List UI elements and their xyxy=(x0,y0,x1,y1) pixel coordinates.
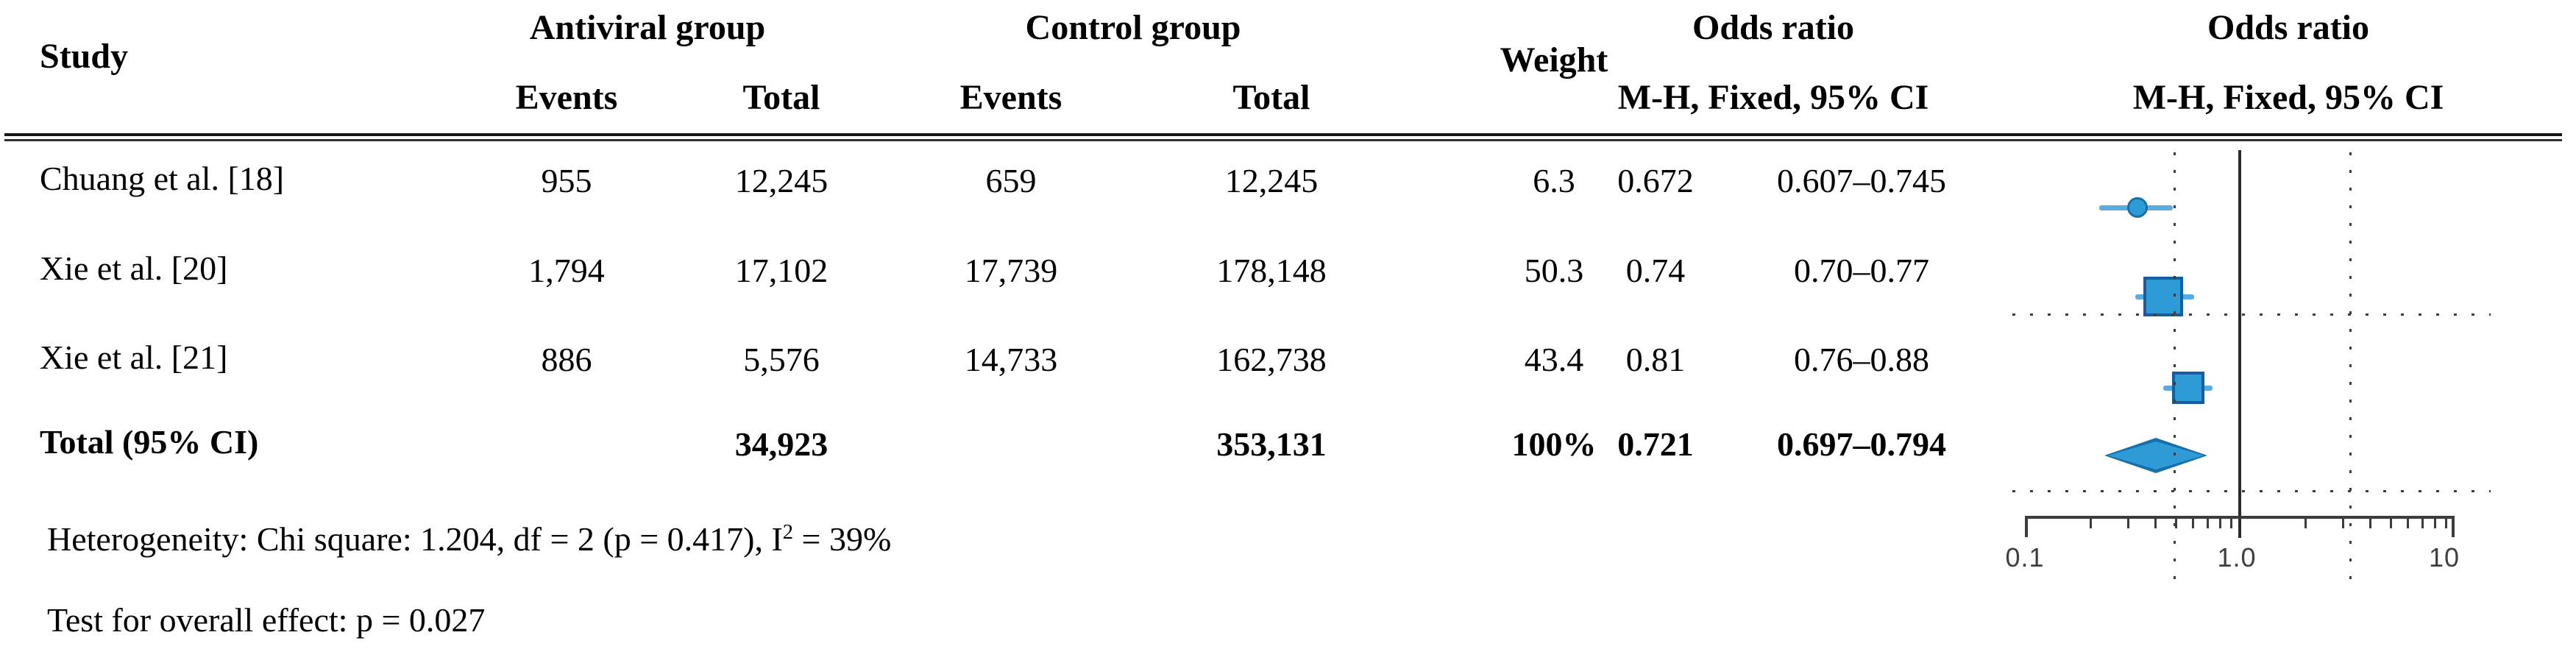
total-ci-range: 0.697–0.794 xyxy=(1777,425,1946,463)
odds-ratio-header-plot: Odds ratio xyxy=(2207,8,2370,47)
total-odds-ratio: 0.721 xyxy=(1617,425,1694,463)
pooled-diamond xyxy=(2104,438,2207,473)
study-name: Chuang et al. [18] xyxy=(40,160,285,197)
ci-range-value: 0.70–0.77 xyxy=(1794,252,1929,289)
axis-minor-tick xyxy=(2207,516,2209,528)
axis-minor-tick xyxy=(2154,516,2157,528)
mh-fixed-header-plot: M-H, Fixed, 95% CI xyxy=(2132,78,2444,117)
antiviral-total: 5,576 xyxy=(743,341,820,378)
control-total: 178,148 xyxy=(1216,252,1327,289)
header-rule-top xyxy=(4,133,2562,136)
control-events: 17,739 xyxy=(964,252,1058,289)
overall-effect-note: Test for overall effect: p = 0.027 xyxy=(47,601,486,639)
dotted-separator-lower xyxy=(2012,490,2491,492)
axis-minor-tick xyxy=(2090,516,2092,528)
weight-column-header: Weight xyxy=(1500,40,1608,79)
antiviral-group-header: Antiviral group xyxy=(529,8,766,47)
axis-minor-tick xyxy=(2421,516,2424,528)
study-column-header: Study xyxy=(40,37,129,76)
odds-ratio-value: 0.672 xyxy=(1617,162,1694,199)
odds-ratio-header-values: Odds ratio xyxy=(1692,8,1855,47)
antiviral-events-subheader: Events xyxy=(515,78,618,117)
antiviral-total: 17,102 xyxy=(734,252,828,289)
study-name: Xie et al. [21] xyxy=(40,338,228,376)
x-axis-line xyxy=(2025,516,2455,519)
weight-value: 50.3 xyxy=(1524,252,1584,289)
effect-marker-xie-21 xyxy=(2172,372,2204,404)
axis-minor-tick xyxy=(2192,516,2194,528)
dotted-refline-left xyxy=(2174,152,2176,589)
no-effect-line xyxy=(2238,150,2241,538)
total-control-n: 353,131 xyxy=(1216,425,1327,463)
total-label: Total (95% CI) xyxy=(40,423,259,461)
axis-tick-label-10: 10 xyxy=(2428,542,2460,572)
dotted-separator-upper xyxy=(2012,313,2491,316)
dotted-refline-right xyxy=(2349,152,2352,589)
odds-ratio-value: 0.81 xyxy=(1625,341,1686,378)
heterogeneity-note: Heterogeneity: Chi square: 1.204, df = 2… xyxy=(47,520,892,559)
ci-range-value: 0.76–0.88 xyxy=(1794,341,1929,378)
axis-minor-tick xyxy=(2445,516,2447,528)
antiviral-events: 955 xyxy=(541,162,592,199)
axis-minor-tick xyxy=(2342,516,2344,528)
axis-minor-tick xyxy=(2390,516,2392,528)
total-weight: 100% xyxy=(1511,425,1597,463)
ci-range-value: 0.607–0.745 xyxy=(1777,162,1946,199)
control-events-subheader: Events xyxy=(959,78,1062,117)
weight-value: 43.4 xyxy=(1524,341,1584,378)
antiviral-events: 886 xyxy=(541,341,592,378)
control-total: 12,245 xyxy=(1224,162,1319,199)
mh-fixed-header-values: M-H, Fixed, 95% CI xyxy=(1617,78,1929,117)
control-total-subheader: Total xyxy=(1232,78,1310,117)
antiviral-events: 1,794 xyxy=(528,252,605,289)
axis-end-tick-right xyxy=(2452,516,2455,537)
axis-minor-tick xyxy=(2175,516,2177,528)
study-name: Xie et al. [20] xyxy=(40,249,228,287)
control-group-header: Control group xyxy=(1025,8,1241,47)
axis-minor-tick xyxy=(2407,516,2409,528)
axis-end-tick-left xyxy=(2025,516,2028,537)
antiviral-total-subheader: Total xyxy=(742,78,820,117)
axis-minor-tick xyxy=(2230,516,2232,528)
axis-tick-label-0-1: 0.1 xyxy=(2005,542,2045,572)
effect-marker-chuang-18 xyxy=(2127,197,2148,218)
control-events: 14,733 xyxy=(964,341,1058,378)
total-antiviral-n: 34,923 xyxy=(734,425,828,463)
axis-minor-tick xyxy=(2369,516,2371,528)
antiviral-total: 12,245 xyxy=(734,162,828,199)
pooled-diamond-fill xyxy=(2108,442,2204,469)
control-events: 659 xyxy=(985,162,1037,199)
odds-ratio-value: 0.74 xyxy=(1625,252,1686,289)
control-total: 162,738 xyxy=(1216,341,1327,378)
axis-minor-tick xyxy=(2434,516,2436,528)
axis-tick-label-1-0: 1.0 xyxy=(2217,542,2257,572)
header-rule-bottom xyxy=(4,139,2562,141)
effect-marker-xie-20 xyxy=(2143,277,2183,316)
axis-minor-tick xyxy=(2127,516,2129,528)
axis-minor-tick xyxy=(2219,516,2221,528)
weight-value: 6.3 xyxy=(1533,162,1575,199)
axis-minor-tick xyxy=(2304,516,2307,528)
